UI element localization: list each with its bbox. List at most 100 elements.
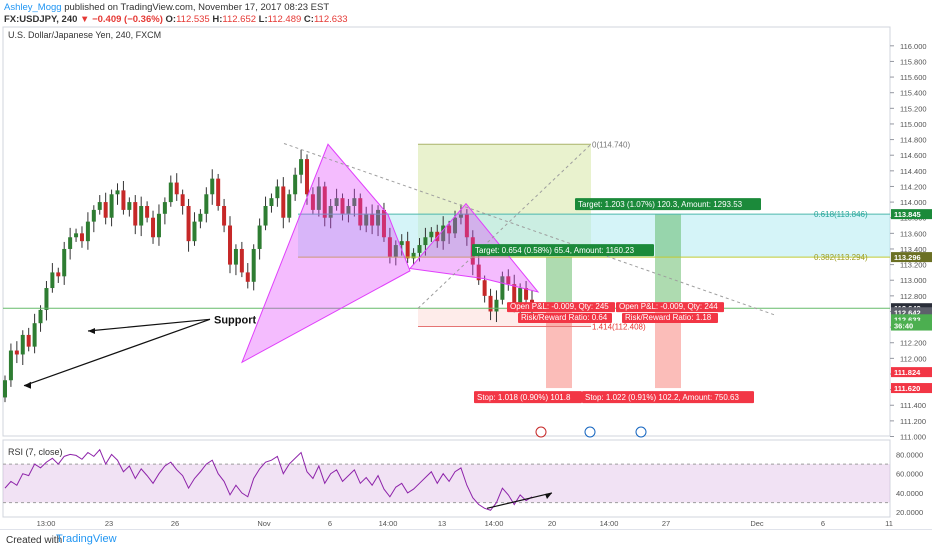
y-tick-label: 113.000 xyxy=(900,276,927,285)
candle-body xyxy=(162,202,167,214)
candle-body xyxy=(174,182,179,195)
author-link[interactable]: Ashley_Mogg xyxy=(4,2,62,13)
price-tag-box xyxy=(891,383,932,394)
candle-body xyxy=(453,217,458,234)
candle-body xyxy=(441,225,446,242)
candle-body xyxy=(358,198,363,226)
y-tick-label: 112.800 xyxy=(900,292,927,301)
candle-body xyxy=(482,280,487,296)
candle-body xyxy=(50,272,55,289)
y-tick-label: 111.400 xyxy=(900,401,926,410)
x-tick-label: 27 xyxy=(662,519,670,528)
candle-body xyxy=(44,288,49,310)
candle-body xyxy=(228,225,233,265)
candle-body xyxy=(488,295,493,312)
rsi-divergence-arrow xyxy=(486,492,553,509)
candle-body xyxy=(68,237,73,249)
support-arrow-2 xyxy=(87,318,211,332)
price-tag-box xyxy=(891,209,932,220)
rr-label-1: Risk/Reward Ratio: 0.64 xyxy=(521,313,608,322)
candle-body xyxy=(20,334,25,355)
candle-body xyxy=(180,194,185,206)
x-tick-label: 13:00 xyxy=(37,519,56,528)
y-tick-label: 115.400 xyxy=(900,89,927,98)
profit-zone-2 xyxy=(655,214,681,309)
y-tick-label: 111.200 xyxy=(900,417,926,426)
y-tick-label: 114.000 xyxy=(900,198,927,207)
price-tag-box xyxy=(891,252,932,263)
candle-body xyxy=(115,190,120,195)
candle-body xyxy=(293,174,298,195)
price-tag: 113.296 xyxy=(894,253,921,262)
x-tick-label: 20 xyxy=(548,519,556,528)
price-tag: 36:40 xyxy=(894,322,913,331)
candle-body xyxy=(322,186,327,218)
candle-body xyxy=(56,272,61,277)
symbol-label[interactable]: FX:USDJPY, 240 xyxy=(4,14,78,25)
y-tick-label: 112.200 xyxy=(900,339,927,348)
rsi-title: RSI (7, close) xyxy=(8,447,63,457)
candle-body xyxy=(204,194,209,214)
close-value: 112.633 xyxy=(313,14,348,25)
candle-body xyxy=(151,217,156,238)
candle-body xyxy=(340,198,345,214)
x-tick-label: 14:00 xyxy=(379,519,398,528)
candle-body xyxy=(85,221,90,242)
fib-label-618: 0.618(113.846) xyxy=(814,210,868,219)
candle-body xyxy=(198,213,203,222)
candle-body xyxy=(494,299,499,312)
trend-line xyxy=(283,143,777,316)
y-tick-label: 115.600 xyxy=(900,73,927,82)
rsi-tick-label: 60.0000 xyxy=(896,470,923,479)
high-label: H: xyxy=(212,14,223,25)
high-value: 112.652 xyxy=(222,14,257,25)
candle-body xyxy=(281,186,286,218)
support-label: Support xyxy=(214,314,256,326)
tradingview-logo[interactable]: TradingView xyxy=(56,533,117,545)
candle-body xyxy=(192,221,197,242)
arrow-head xyxy=(88,328,95,335)
y-tick-label: 114.800 xyxy=(900,136,927,145)
y-tick-label: 115.800 xyxy=(900,57,927,66)
stop-label-2: Stop: 1.022 (0.91%) 102.2, Amount: 750.6… xyxy=(585,393,739,402)
rsi-line xyxy=(4,448,533,511)
candle-body xyxy=(518,288,523,304)
y-tick-label: 114.600 xyxy=(900,151,927,160)
candle-body xyxy=(287,194,292,218)
candle-body xyxy=(103,202,108,218)
candle-body xyxy=(423,237,428,246)
x-tick-label: 23 xyxy=(105,519,113,528)
price-tag: 112.642 xyxy=(894,308,921,317)
fib-label-0: 0(114.740) xyxy=(592,140,630,149)
candle-body xyxy=(405,241,410,259)
candle-body xyxy=(506,276,511,285)
price-chart[interactable]: U.S. Dollar/Japanese Yen, 240, FXCM RSI … xyxy=(0,0,932,530)
candle-body xyxy=(79,233,84,242)
candle-body xyxy=(376,209,381,226)
profit-zone-1 xyxy=(546,257,572,309)
open-value: 112.535 xyxy=(176,14,210,25)
candle-body xyxy=(275,186,280,199)
price-tag-box xyxy=(891,314,932,325)
open-label: O: xyxy=(165,14,177,25)
candle-body xyxy=(399,241,404,246)
candle-body xyxy=(316,186,321,210)
candle-body xyxy=(429,231,434,238)
candle-body xyxy=(145,205,150,218)
candle-body xyxy=(14,350,19,355)
y-tick-label: 114.200 xyxy=(900,182,927,191)
fib-label-1414: 1.414(112.408) xyxy=(592,322,646,331)
candle-body xyxy=(26,334,31,347)
published-text: published on TradingView.com, November 1… xyxy=(64,2,330,13)
y-tick-label: 113.200 xyxy=(900,261,927,270)
candle-body xyxy=(139,205,144,226)
rsi-tick-label: 20.0000 xyxy=(896,508,923,517)
candle-body xyxy=(304,159,309,195)
stop-label-1: Stop: 1.018 (0.90%) 101.8 xyxy=(477,393,571,402)
candle-body xyxy=(299,159,304,175)
candle-body xyxy=(364,213,369,226)
candle-body xyxy=(3,380,7,398)
rsi-tick-label: 80.0000 xyxy=(896,450,923,459)
candle-body xyxy=(417,245,422,253)
candle-body xyxy=(251,248,256,282)
